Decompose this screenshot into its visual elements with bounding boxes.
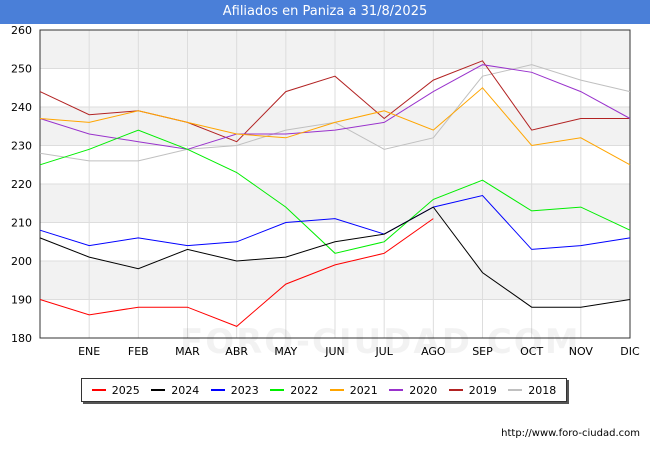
legend-label: 2023 [230,383,259,397]
plot-area [39,29,631,339]
legend-label: 2018 [528,383,557,397]
y-tick-label: 180 [11,332,32,345]
series-line-2023 [39,194,631,250]
legend-swatch [329,389,344,391]
legend-swatch [210,389,225,391]
legend-swatch [91,389,106,391]
chart-legend: 2025 2024 2023 2022 2021 2020 2019 2018 [81,378,567,402]
legend-label: 2025 [111,383,140,397]
y-tick-label: 220 [11,178,32,191]
watermark-text: FORO-CIUDAD.COM [180,322,581,362]
x-tick-label: ENE [78,345,100,358]
series-line-2021 [39,87,631,166]
legend-label: 2021 [349,383,378,397]
legend-item-2019: 2019 [448,383,497,397]
series-line-2020 [39,64,631,150]
series-line-2025 [39,218,434,327]
legend-swatch [448,389,463,391]
x-tick-label: ABR [225,345,248,358]
x-tick-label: MAY [274,345,297,358]
legend-label: 2024 [171,383,200,397]
series-line-2022 [39,129,631,254]
legend-label: 2020 [409,383,438,397]
legend-item-2018: 2018 [508,384,556,397]
x-tick-label: OCT [520,345,543,358]
legend-swatch [151,389,166,391]
x-tick-label: JUL [374,345,393,358]
legend-item-2024: 2024 [151,384,199,397]
legend-label: 2019 [468,383,497,397]
y-tick-label: 200 [11,255,32,268]
legend-item-2025: 2025 [91,383,140,397]
x-tick-label: AGO [421,345,446,358]
y-tick-label: 190 [11,294,32,307]
y-tick-label: 210 [11,217,32,230]
legend-item-2020: 2020 [389,384,437,397]
y-tick-label: 250 [11,63,32,76]
legend-label: 2022 [290,383,319,397]
x-tick-label: JUN [324,345,345,358]
x-tick-label: FEB [128,345,149,358]
x-tick-label: MAR [175,345,200,358]
legend-swatch [389,389,404,391]
legend-item-2021: 2021 [329,383,378,397]
x-tick-label: SEP [472,345,493,358]
legend-item-2023: 2023 [210,383,259,397]
y-tick-label: 260 [11,24,32,37]
y-tick-label: 240 [11,101,32,114]
y-tick-label: 230 [11,140,32,153]
series-line-2024 [39,206,631,308]
x-tick-label: NOV [569,345,594,358]
x-tick-label: DIC [620,345,640,358]
legend-item-2022: 2022 [270,384,318,397]
chart-title: Afiliados en Paniza a 31/8/2025 [0,0,650,24]
legend-swatch [508,389,523,391]
legend-swatch [270,389,285,391]
source-url: http://www.foro-ciudad.com [501,428,640,439]
